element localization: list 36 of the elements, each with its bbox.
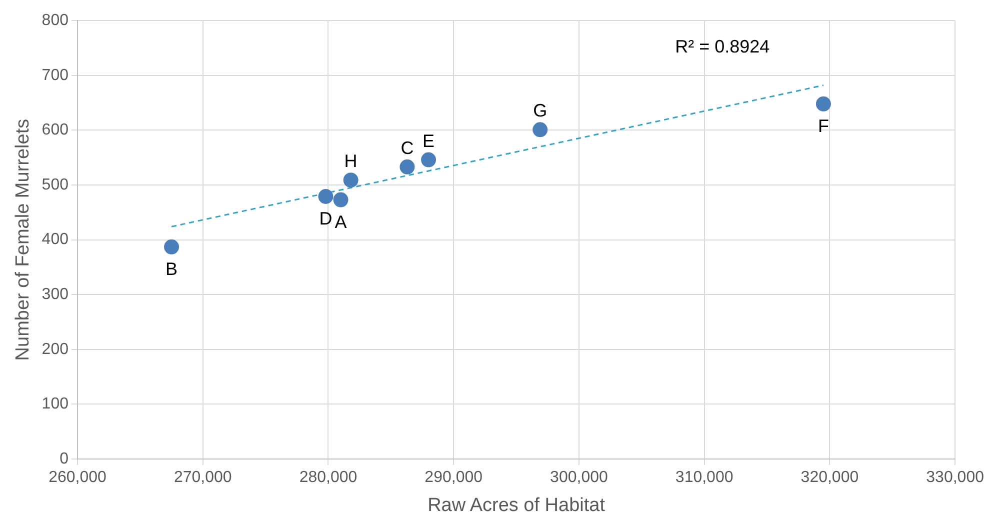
x-tick-label: 330,000	[926, 469, 984, 486]
annotation: E	[422, 130, 435, 151]
annotation: A	[334, 212, 347, 232]
annotation: G	[533, 100, 548, 121]
point	[318, 189, 334, 204]
y-tick-label: 100	[42, 396, 69, 413]
x-tick-label: 320,000	[800, 469, 859, 486]
x-tick-label: 290,000	[424, 469, 483, 486]
x-axis-title: Raw Acres of Habitat	[428, 494, 606, 516]
y-tick-label: 700	[42, 66, 69, 84]
x-tick-label: 260,000	[48, 469, 107, 486]
point	[343, 172, 358, 188]
annotation: B	[166, 258, 178, 279]
x-tick-label: 280,000	[299, 469, 358, 486]
y-tick-label: 200	[42, 340, 69, 358]
y-tick-label: 600	[42, 122, 69, 139]
annotation: C	[400, 138, 414, 158]
y-axis-title: Number of Female Murrelets	[12, 118, 34, 361]
y-tick-label: 800	[42, 12, 69, 30]
x-tick-label: 310,000	[675, 469, 734, 486]
point	[421, 152, 436, 168]
point	[333, 192, 348, 208]
point	[816, 96, 831, 112]
x-tick-label: 270,000	[174, 469, 232, 486]
y-tick-label: 0	[60, 450, 69, 468]
annotation: H	[344, 151, 358, 172]
annotation: F	[818, 116, 829, 136]
annotation: R² = 0.8924	[675, 36, 770, 57]
point	[400, 159, 415, 174]
x-tick-label: 300,000	[550, 469, 608, 486]
y-tick-label: 500	[42, 176, 69, 194]
annotation: D	[319, 208, 332, 228]
point	[164, 239, 180, 254]
point	[532, 122, 548, 138]
y-tick-label: 300	[42, 286, 69, 304]
y-tick-label: 400	[42, 231, 69, 248]
